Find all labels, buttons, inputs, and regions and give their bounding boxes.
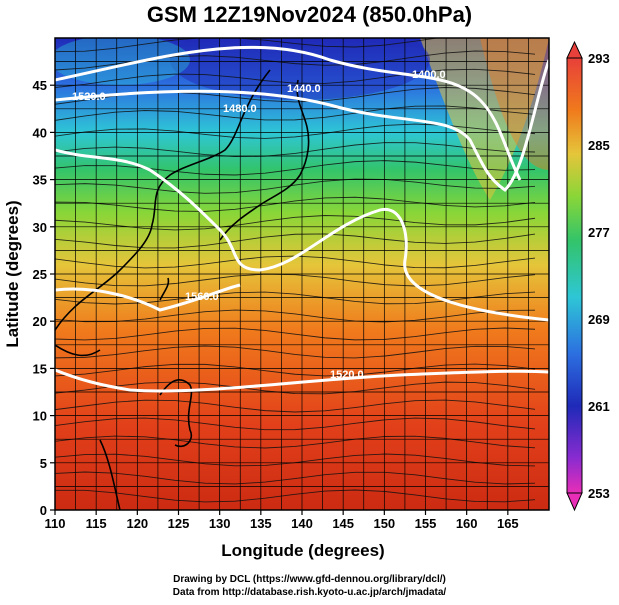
contour-label-1440: 1440.0 (287, 83, 321, 95)
y-tick-label: 40 (33, 125, 47, 140)
x-tick-label: 160 (456, 516, 478, 531)
y-axis-label: Latitude (degrees) (3, 200, 22, 347)
credit-data: Data from http://database.rish.kyoto-u.a… (172, 587, 447, 598)
streamline (55, 345, 536, 359)
x-tick-label: 130 (209, 516, 231, 531)
height-contours (55, 45, 549, 393)
x-axis-ticks: 110 115 120 125 130 135 140 145 150 155 160 165 (45, 510, 519, 531)
streamline (55, 233, 536, 249)
credit-drawing: Drawing by DCL (https://www.gfd-dennou.o… (173, 574, 446, 585)
streamline (55, 68, 536, 88)
colorbar-tick-label: 253 (588, 486, 610, 501)
streamline (55, 50, 536, 71)
map-title: GSM 12Z19Nov2024 (850.0hPa) (146, 2, 473, 27)
streamline (55, 399, 536, 413)
contour-label-1520-south: 1520.0 (330, 369, 364, 381)
x-tick-label: 150 (373, 516, 395, 531)
x-tick-label: 165 (497, 516, 519, 531)
colorbar-tick-label: 269 (588, 312, 610, 327)
coast-japan (219, 79, 310, 241)
colorbar-top-arrow (566, 40, 583, 59)
contour-label-1400: 1400.0 (412, 69, 446, 81)
colorbar: 293 285 277 269 261 253 (566, 40, 610, 512)
y-tick-label: 25 (33, 267, 47, 282)
streamline (55, 363, 536, 377)
wind-streamlines (55, 38, 536, 503)
y-tick-label: 5 (40, 456, 47, 471)
contour-1520-north (55, 148, 549, 322)
y-tick-label: 0 (40, 503, 47, 518)
streamline (55, 142, 536, 158)
streamline (55, 87, 536, 105)
contour-label-1560: 1560.0 (185, 291, 219, 303)
y-tick-label: 15 (33, 361, 47, 376)
colorbar-bottom-arrow (566, 492, 583, 512)
x-tick-label: 145 (332, 516, 354, 531)
coast-asia-mainland (55, 69, 271, 331)
coastlines (55, 69, 310, 510)
contour-1520-south (55, 368, 549, 393)
colorbar-tick-label: 285 (588, 138, 610, 153)
contour-1440 (55, 45, 522, 181)
streamline (55, 215, 536, 231)
x-axis-label: Longitude (degrees) (221, 541, 384, 560)
plot-area: 1400.0 1440.0 1480.0 1520.0 1560.0 1520.… (55, 38, 549, 510)
colorbar-tick-label: 277 (588, 225, 610, 240)
streamline (55, 160, 536, 176)
y-tick-label: 20 (33, 314, 47, 329)
coast-vietnam (99, 439, 121, 510)
streamline (55, 471, 536, 485)
streamline (55, 489, 536, 503)
contour-1560 (55, 283, 241, 312)
x-tick-label: 155 (415, 516, 437, 531)
streamline (55, 327, 536, 341)
contour-label-1520-west: 1520.0 (72, 91, 106, 103)
colorbar-tick-label: 261 (588, 399, 610, 414)
streamline (55, 309, 536, 323)
y-tick-label: 10 (33, 409, 47, 424)
warm-tongue-east (420, 38, 549, 200)
x-tick-label: 125 (168, 516, 190, 531)
coast-philippines (159, 379, 193, 448)
x-tick-label: 140 (291, 516, 313, 531)
streamline (55, 453, 536, 467)
x-tick-label: 135 (250, 516, 272, 531)
colorbar-body (566, 57, 583, 494)
contour-1480 (55, 59, 549, 192)
streamline (55, 178, 536, 194)
colorbar-tick-label: 293 (588, 51, 610, 66)
y-tick-label: 30 (33, 220, 47, 235)
y-axis-ticks: 0 5 10 15 20 25 30 35 40 45 (33, 78, 55, 518)
coast-taiwan (159, 277, 170, 301)
lat-lon-grid (55, 38, 549, 510)
x-tick-label: 115 (86, 516, 107, 531)
y-tick-label: 45 (33, 78, 47, 93)
y-tick-label: 35 (33, 173, 47, 188)
streamline (55, 417, 536, 431)
streamline (55, 38, 441, 53)
streamline (55, 105, 536, 121)
coast-south-china (55, 344, 101, 357)
colorbar-ticks: 293 285 277 269 261 253 (588, 51, 610, 501)
streamline (55, 273, 536, 287)
x-tick-label: 120 (126, 516, 148, 531)
cold-core (170, 38, 430, 100)
contour-label-1480: 1480.0 (223, 103, 257, 115)
streamline (55, 255, 536, 269)
x-tick-label: 110 (45, 516, 66, 531)
